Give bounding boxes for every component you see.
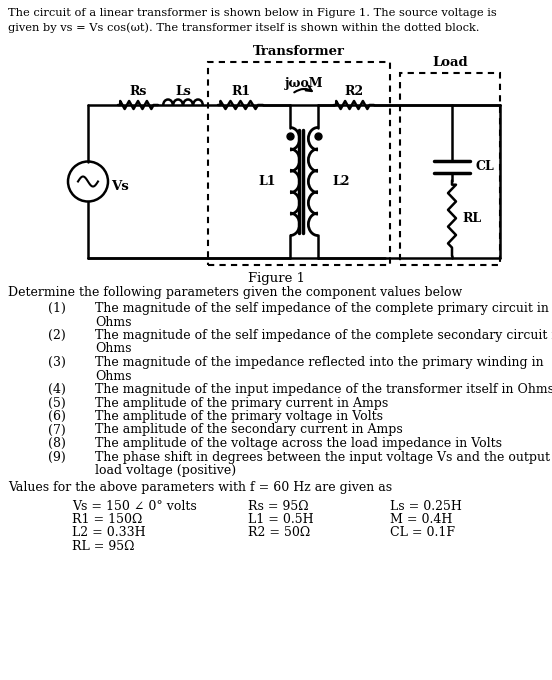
Bar xyxy=(208,62,390,265)
Text: load voltage (positive): load voltage (positive) xyxy=(95,464,236,477)
Text: L2 = 0.33H: L2 = 0.33H xyxy=(72,526,146,539)
Text: Rs: Rs xyxy=(129,85,147,98)
Text: RL: RL xyxy=(462,211,481,225)
Text: The circuit of a linear transformer is shown below in Figure 1. The source volta: The circuit of a linear transformer is s… xyxy=(8,8,497,18)
Text: (8): (8) xyxy=(48,437,66,450)
Text: R1: R1 xyxy=(231,85,250,98)
Text: Vs: Vs xyxy=(111,180,129,193)
Text: given by vs = Vs cos(ωt). The transformer itself is shown within the dotted bloc: given by vs = Vs cos(ωt). The transforme… xyxy=(8,22,480,33)
Text: (4): (4) xyxy=(48,383,66,396)
Text: (9): (9) xyxy=(48,450,66,464)
Text: The magnitude of the impedance reflected into the primary winding in: The magnitude of the impedance reflected… xyxy=(95,356,544,369)
Text: Ls: Ls xyxy=(175,85,191,98)
Text: The magnitude of the self impedance of the complete secondary circuit in: The magnitude of the self impedance of t… xyxy=(95,329,552,342)
Text: Ohms: Ohms xyxy=(95,343,131,356)
Text: Figure 1: Figure 1 xyxy=(247,272,305,285)
Text: CL = 0.1F: CL = 0.1F xyxy=(390,526,455,539)
Text: (7): (7) xyxy=(48,424,66,437)
Text: CL: CL xyxy=(475,160,493,173)
Text: (5): (5) xyxy=(48,396,66,409)
Text: RL = 95Ω: RL = 95Ω xyxy=(72,540,135,553)
Text: L1: L1 xyxy=(258,175,276,188)
Text: M = 0.4H: M = 0.4H xyxy=(390,513,453,526)
Text: (3): (3) xyxy=(48,356,66,369)
Text: L1 = 0.5H: L1 = 0.5H xyxy=(248,513,314,526)
Text: The magnitude of the self impedance of the complete primary circuit in: The magnitude of the self impedance of t… xyxy=(95,302,549,315)
Text: (2): (2) xyxy=(48,329,66,342)
Text: Values for the above parameters with f = 60 Hz are given as: Values for the above parameters with f =… xyxy=(8,481,392,494)
Text: The amplitude of the primary current in Amps: The amplitude of the primary current in … xyxy=(95,396,388,409)
Text: Rs = 95Ω: Rs = 95Ω xyxy=(248,500,309,513)
Text: Determine the following parameters given the component values below: Determine the following parameters given… xyxy=(8,286,462,299)
Text: The magnitude of the input impedance of the transformer itself in Ohms: The magnitude of the input impedance of … xyxy=(95,383,552,396)
Text: R2 = 50Ω: R2 = 50Ω xyxy=(248,526,310,539)
Text: Ohms: Ohms xyxy=(95,369,131,382)
Text: The amplitude of the voltage across the load impedance in Volts: The amplitude of the voltage across the … xyxy=(95,437,502,450)
Text: R2: R2 xyxy=(344,85,364,98)
Text: The amplitude of the secondary current in Amps: The amplitude of the secondary current i… xyxy=(95,424,403,437)
Text: The amplitude of the primary voltage in Volts: The amplitude of the primary voltage in … xyxy=(95,410,383,423)
Text: (6): (6) xyxy=(48,410,66,423)
Text: Ls = 0.25H: Ls = 0.25H xyxy=(390,500,462,513)
Text: The phase shift in degrees between the input voltage Vs and the output: The phase shift in degrees between the i… xyxy=(95,450,550,464)
Text: Load: Load xyxy=(432,56,468,69)
Bar xyxy=(400,73,500,265)
Text: Transformer: Transformer xyxy=(253,45,345,58)
Text: (1): (1) xyxy=(48,302,66,315)
Text: jωoM: jωoM xyxy=(285,77,323,90)
Text: R1 = 150Ω: R1 = 150Ω xyxy=(72,513,142,526)
Text: L2: L2 xyxy=(332,175,349,188)
Text: Ohms: Ohms xyxy=(95,316,131,328)
Text: Vs = 150 ∠ 0° volts: Vs = 150 ∠ 0° volts xyxy=(72,500,197,513)
